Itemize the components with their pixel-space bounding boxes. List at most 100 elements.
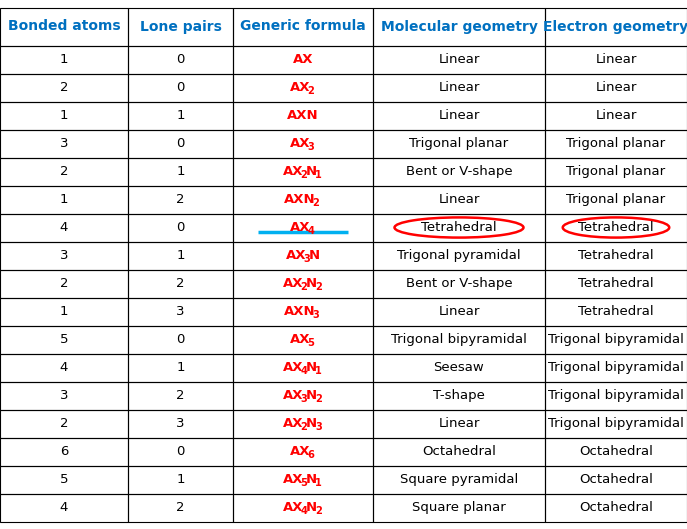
Text: 1: 1 <box>177 249 185 262</box>
Text: 3: 3 <box>177 305 185 318</box>
Bar <box>373 437 545 466</box>
Text: 1: 1 <box>60 109 68 122</box>
Bar <box>373 7 545 45</box>
Text: 2: 2 <box>60 81 68 94</box>
Text: N: N <box>306 417 317 430</box>
Text: AX: AX <box>282 417 303 430</box>
Text: 2: 2 <box>177 193 185 206</box>
Bar <box>373 214 545 242</box>
Text: AX: AX <box>282 473 303 486</box>
Bar <box>128 437 233 466</box>
Bar <box>128 325 233 353</box>
Bar <box>545 7 687 45</box>
Bar <box>0 325 128 353</box>
Text: Lone pairs: Lone pairs <box>139 20 221 33</box>
Text: Trigonal pyramidal: Trigonal pyramidal <box>397 249 521 262</box>
Bar <box>128 74 233 102</box>
Text: 4: 4 <box>301 366 308 376</box>
Bar <box>0 409 128 437</box>
Bar <box>545 297 687 325</box>
Text: 1: 1 <box>177 473 185 486</box>
Bar <box>0 494 128 522</box>
Bar <box>233 353 373 381</box>
Text: N: N <box>306 277 317 290</box>
Text: 3: 3 <box>60 249 68 262</box>
Text: 0: 0 <box>177 445 185 458</box>
Bar <box>0 158 128 186</box>
Text: 0: 0 <box>177 221 185 234</box>
Bar <box>233 242 373 269</box>
Text: N: N <box>306 361 317 374</box>
Bar <box>0 130 128 158</box>
Bar <box>128 102 233 130</box>
Text: 1: 1 <box>60 193 68 206</box>
Text: Trigonal bipyramidal: Trigonal bipyramidal <box>548 417 684 430</box>
Bar <box>233 102 373 130</box>
Text: 5: 5 <box>60 473 68 486</box>
Bar <box>233 437 373 466</box>
Text: 6: 6 <box>308 450 315 460</box>
Bar <box>128 214 233 242</box>
Text: 1: 1 <box>315 366 322 376</box>
Text: 5: 5 <box>308 338 315 348</box>
Text: 4: 4 <box>308 226 315 236</box>
Text: Bonded atoms: Bonded atoms <box>8 20 120 33</box>
Text: Linear: Linear <box>438 417 480 430</box>
Bar <box>233 297 373 325</box>
Bar <box>545 130 687 158</box>
Text: 2: 2 <box>315 394 322 404</box>
Text: 1: 1 <box>60 53 68 66</box>
Bar <box>373 158 545 186</box>
Text: 1: 1 <box>177 361 185 374</box>
Text: 5: 5 <box>300 478 308 488</box>
Bar <box>373 186 545 214</box>
Bar <box>0 186 128 214</box>
Text: 3: 3 <box>312 310 319 320</box>
Bar <box>373 494 545 522</box>
Text: T-shape: T-shape <box>433 389 485 402</box>
Text: Trigonal bipyramidal: Trigonal bipyramidal <box>548 361 684 374</box>
Text: Tetrahedral: Tetrahedral <box>578 277 654 290</box>
Bar <box>545 437 687 466</box>
Text: 6: 6 <box>60 445 68 458</box>
Text: AX: AX <box>282 501 303 514</box>
Bar <box>0 102 128 130</box>
Text: Trigonal planar: Trigonal planar <box>567 137 666 150</box>
Text: 3: 3 <box>304 254 311 264</box>
Text: 2: 2 <box>60 165 68 178</box>
Bar <box>545 186 687 214</box>
Bar <box>545 214 687 242</box>
Bar <box>0 297 128 325</box>
Text: AX: AX <box>282 165 303 178</box>
Text: 1: 1 <box>315 478 322 488</box>
Bar <box>128 494 233 522</box>
Text: 2: 2 <box>301 170 308 180</box>
Text: 1: 1 <box>177 165 185 178</box>
Text: N: N <box>306 501 317 514</box>
Text: Linear: Linear <box>438 81 480 94</box>
Text: 3: 3 <box>177 417 185 430</box>
Text: N: N <box>306 165 317 178</box>
Text: Electron geometry: Electron geometry <box>543 20 687 33</box>
Text: Octahedral: Octahedral <box>579 501 653 514</box>
Bar <box>373 242 545 269</box>
Bar <box>373 353 545 381</box>
Bar <box>233 325 373 353</box>
Text: Seesaw: Seesaw <box>433 361 484 374</box>
Text: Trigonal planar: Trigonal planar <box>567 165 666 178</box>
Bar <box>373 409 545 437</box>
Text: AXN: AXN <box>287 109 319 122</box>
Text: Linear: Linear <box>438 193 480 206</box>
Text: 2: 2 <box>177 277 185 290</box>
Bar <box>545 74 687 102</box>
Bar <box>545 494 687 522</box>
Text: Tetrahedral: Tetrahedral <box>578 221 654 234</box>
Text: Octahedral: Octahedral <box>422 445 496 458</box>
Text: 4: 4 <box>60 501 68 514</box>
Bar <box>233 158 373 186</box>
Text: 2: 2 <box>301 422 308 432</box>
Text: Square pyramidal: Square pyramidal <box>400 473 518 486</box>
Text: N: N <box>306 473 317 486</box>
Bar <box>128 269 233 297</box>
Text: Trigonal bipyramidal: Trigonal bipyramidal <box>548 333 684 346</box>
